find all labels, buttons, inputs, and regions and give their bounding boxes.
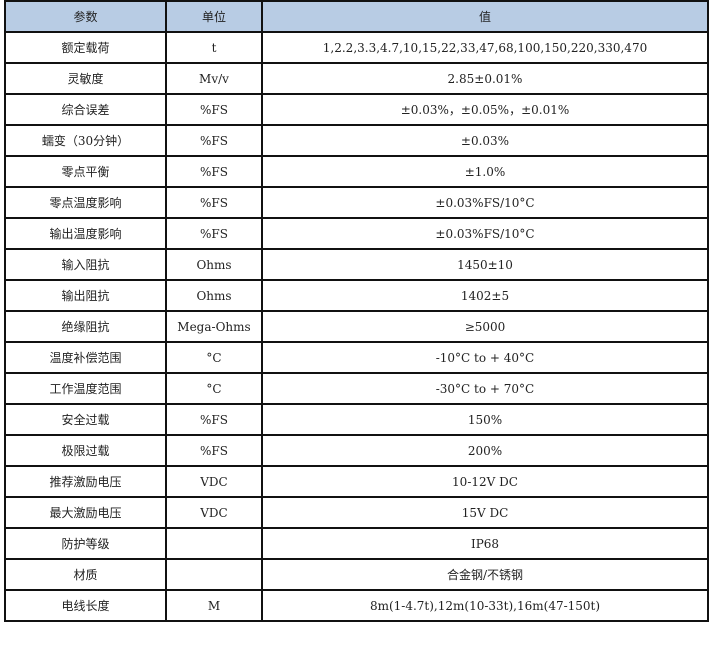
cell-value: ±0.03%FS/10°C (261, 186, 709, 219)
cell-value: 合金钢/不锈钢 (261, 558, 709, 591)
table-row: 输入阻抗 Ohms 1450±10 (4, 248, 709, 281)
cell-unit: t (165, 31, 263, 64)
table-row: 综合误差 %FS ±0.03%，±0.05%，±0.01% (4, 93, 709, 126)
cell-value: 150% (261, 403, 709, 436)
cell-value: 200% (261, 434, 709, 467)
header-unit: 单位 (165, 0, 263, 33)
table-row: 防护等级 IP68 (4, 527, 709, 560)
cell-param: 零点平衡 (4, 155, 167, 188)
cell-value: -30°C to + 70°C (261, 372, 709, 405)
cell-unit: °C (165, 372, 263, 405)
table-row: 绝缘阻抗 Mega-Ohms ≥5000 (4, 310, 709, 343)
table-row: 材质 合金钢/不锈钢 (4, 558, 709, 591)
cell-param: 电线长度 (4, 589, 167, 622)
cell-param: 输出温度影响 (4, 217, 167, 250)
table-row: 电线长度 M 8m(1-4.7t),12m(10-33t),16m(47-150t) (4, 589, 709, 622)
table-row: 极限过载 %FS 200% (4, 434, 709, 467)
table-row: 工作温度范围 °C -30°C to + 70°C (4, 372, 709, 405)
cell-unit: Mega-Ohms (165, 310, 263, 343)
header-value: 值 (261, 0, 709, 33)
cell-value: -10°C to + 40°C (261, 341, 709, 374)
cell-param: 绝缘阻抗 (4, 310, 167, 343)
cell-param: 温度补偿范围 (4, 341, 167, 374)
cell-unit: Ohms (165, 279, 263, 312)
cell-unit: %FS (165, 124, 263, 157)
cell-unit: %FS (165, 217, 263, 250)
cell-value: 2.85±0.01% (261, 62, 709, 95)
cell-param: 推荐激励电压 (4, 465, 167, 498)
cell-param: 防护等级 (4, 527, 167, 560)
cell-param: 安全过载 (4, 403, 167, 436)
cell-param: 最大激励电压 (4, 496, 167, 529)
cell-unit: VDC (165, 496, 263, 529)
cell-unit: M (165, 589, 263, 622)
cell-value: ±0.03% (261, 124, 709, 157)
cell-param: 额定载荷 (4, 31, 167, 64)
cell-value: IP68 (261, 527, 709, 560)
cell-unit (165, 527, 263, 560)
table-row: 灵敏度 Mv/v 2.85±0.01% (4, 62, 709, 95)
cell-value: ≥5000 (261, 310, 709, 343)
cell-unit: %FS (165, 93, 263, 126)
cell-value: 8m(1-4.7t),12m(10-33t),16m(47-150t) (261, 589, 709, 622)
cell-param: 零点温度影响 (4, 186, 167, 219)
cell-param: 灵敏度 (4, 62, 167, 95)
cell-unit: Ohms (165, 248, 263, 281)
header-param: 参数 (4, 0, 167, 33)
cell-param: 工作温度范围 (4, 372, 167, 405)
table-row: 零点温度影响 %FS ±0.03%FS/10°C (4, 186, 709, 219)
cell-param: 材质 (4, 558, 167, 591)
table-header-row: 参数 单位 值 (4, 0, 709, 33)
cell-param: 输入阻抗 (4, 248, 167, 281)
cell-value: 1450±10 (261, 248, 709, 281)
cell-unit: %FS (165, 155, 263, 188)
cell-unit (165, 558, 263, 591)
cell-value: ±1.0% (261, 155, 709, 188)
table-row: 零点平衡 %FS ±1.0% (4, 155, 709, 188)
cell-value: ±0.03%FS/10°C (261, 217, 709, 250)
cell-unit: °C (165, 341, 263, 374)
cell-value: 15V DC (261, 496, 709, 529)
cell-unit: VDC (165, 465, 263, 498)
cell-unit: %FS (165, 186, 263, 219)
cell-value: ±0.03%，±0.05%，±0.01% (261, 93, 709, 126)
cell-unit: Mv/v (165, 62, 263, 95)
table-row: 推荐激励电压 VDC 10-12V DC (4, 465, 709, 498)
table-row: 输出阻抗 Ohms 1402±5 (4, 279, 709, 312)
cell-unit: %FS (165, 403, 263, 436)
cell-param: 蠕变（30分钟） (4, 124, 167, 157)
cell-param: 极限过载 (4, 434, 167, 467)
table-row: 蠕变（30分钟） %FS ±0.03% (4, 124, 709, 157)
table-row: 温度补偿范围 °C -10°C to + 40°C (4, 341, 709, 374)
cell-value: 1,2.2,3.3,4.7,10,15,22,33,47,68,100,150,… (261, 31, 709, 64)
table-row: 安全过载 %FS 150% (4, 403, 709, 436)
cell-param: 输出阻抗 (4, 279, 167, 312)
cell-value: 10-12V DC (261, 465, 709, 498)
table-row: 输出温度影响 %FS ±0.03%FS/10°C (4, 217, 709, 250)
table-row: 额定载荷 t 1,2.2,3.3,4.7,10,15,22,33,47,68,100… (4, 31, 709, 64)
cell-value: 1402±5 (261, 279, 709, 312)
cell-unit: %FS (165, 434, 263, 467)
cell-param: 综合误差 (4, 93, 167, 126)
spec-table: 参数 单位 值 额定载荷 t 1,2.2,3.3,4.7,10,15,22,33,4… (4, 0, 709, 622)
table-row: 最大激励电压 VDC 15V DC (4, 496, 709, 529)
